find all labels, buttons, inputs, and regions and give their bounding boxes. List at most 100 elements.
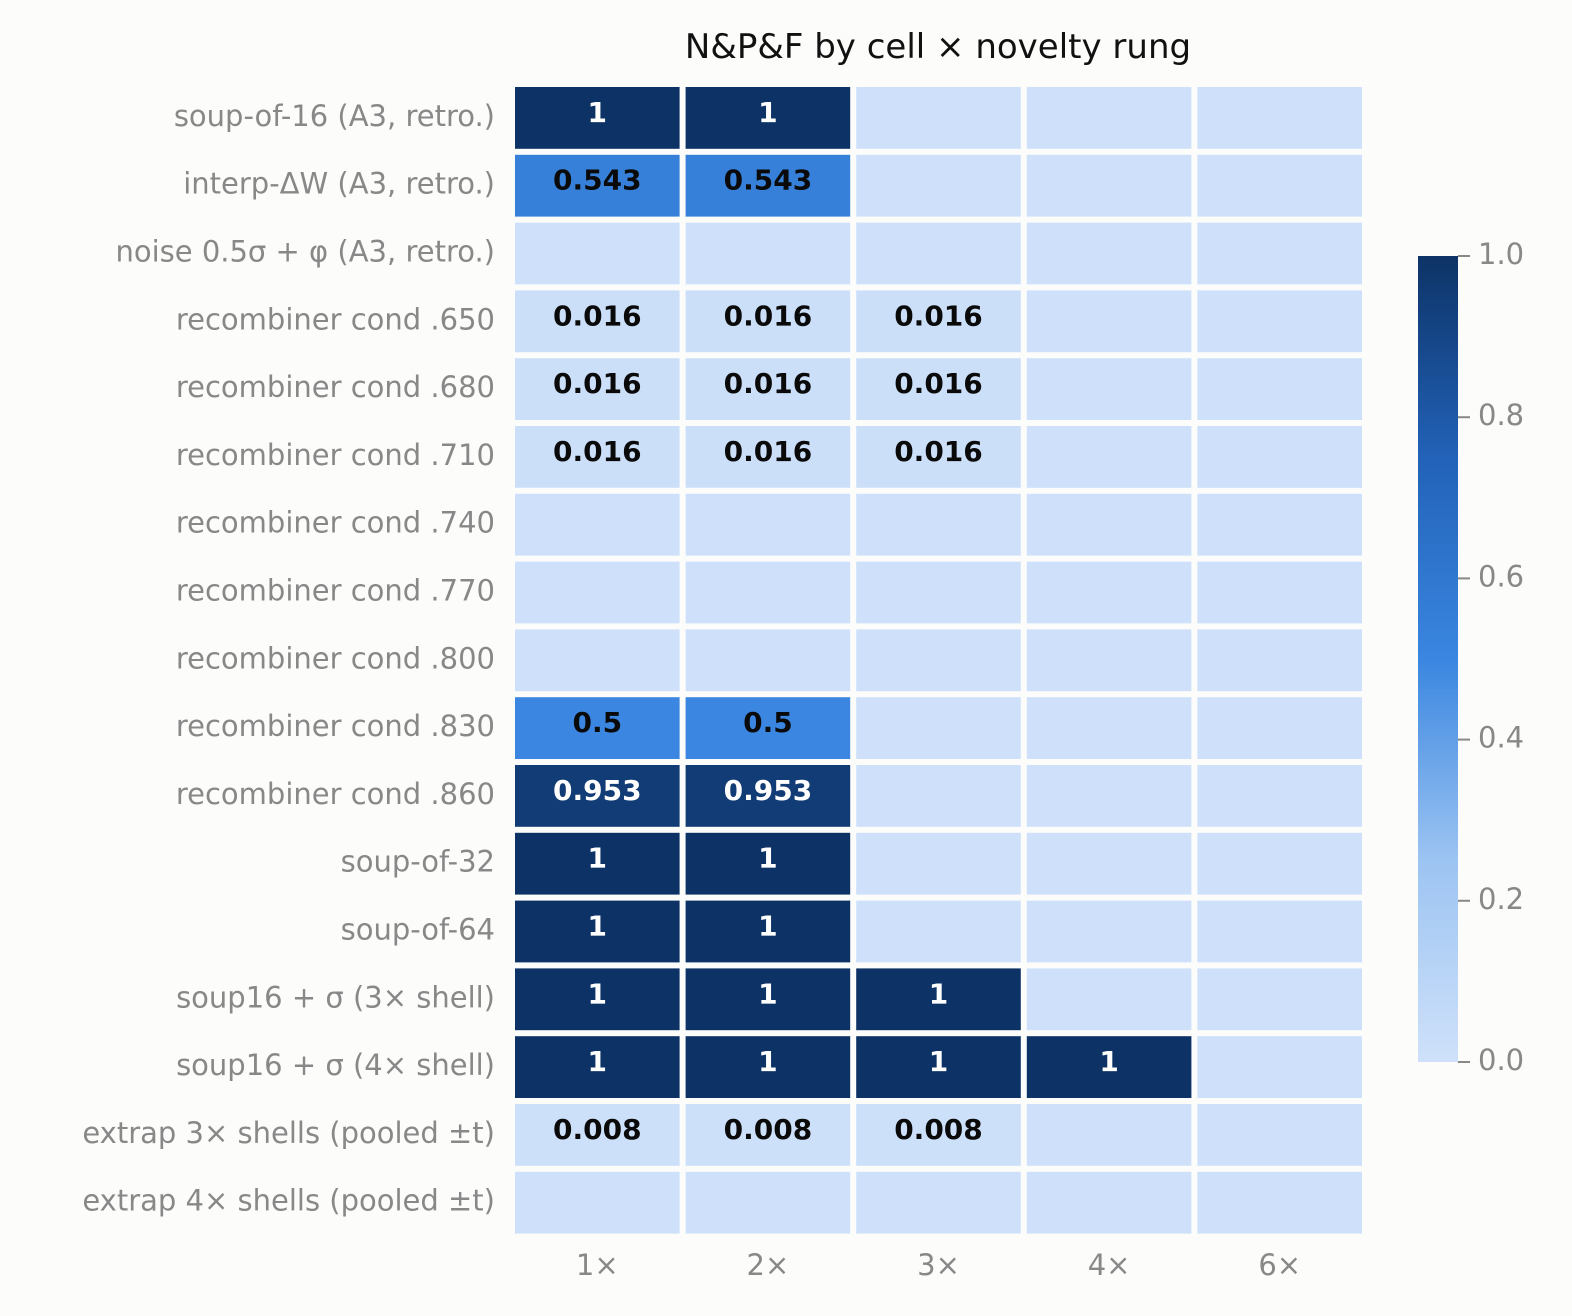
row-label: soup-of-64: [341, 913, 495, 947]
heatmap-cell: [1026, 222, 1192, 285]
heatmap-cell: [515, 697, 680, 759]
cell-value-label: 1: [588, 842, 607, 875]
heatmap-cell: [856, 493, 1021, 556]
row-label: soup16 + σ (4× shell): [176, 1048, 495, 1082]
heatmap-cell: [1197, 765, 1362, 827]
colorbar-tick-label: 0.6: [1478, 559, 1524, 593]
heatmap-cell: [515, 426, 680, 488]
row-label: soup-of-32: [341, 845, 495, 879]
cell-value-label: 1: [588, 910, 607, 943]
heatmap-cell: [685, 87, 851, 149]
heatmap-cell: [856, 358, 1021, 420]
heatmap-cell: [856, 1036, 1021, 1098]
heatmap-cell: [685, 832, 851, 895]
heatmap-cell: [685, 154, 851, 217]
heatmap-cell: [515, 765, 680, 827]
row-label: extrap 3× shells (pooled ±t): [82, 1116, 495, 1150]
heatmap-cell: [1026, 1104, 1192, 1166]
cell-value-label: 0.016: [894, 435, 983, 468]
column-label: 1×: [576, 1248, 619, 1282]
heatmap-cell: [1197, 1036, 1362, 1098]
row-label: recombiner cond .680: [176, 370, 495, 404]
heatmap-cell: [1026, 493, 1192, 556]
cell-value-label: 1: [758, 910, 777, 943]
column-label: 6×: [1258, 1248, 1301, 1282]
colorbar-tick-label: 1.0: [1478, 237, 1524, 271]
cell-value-label: 1: [758, 1045, 777, 1078]
heatmap-cell: [685, 900, 851, 963]
heatmap-cell: [856, 832, 1021, 895]
heatmap-cell: [1197, 629, 1362, 692]
cell-value-label: 1: [929, 977, 948, 1010]
colorbar-tick-label: 0.0: [1478, 1043, 1524, 1077]
heatmap-cell: [1197, 358, 1362, 420]
heatmap-cell: [515, 154, 680, 217]
heatmap-cell: [515, 1171, 680, 1234]
heatmap-cell: [1197, 900, 1362, 963]
colorbar-tick-label: 0.8: [1478, 398, 1524, 432]
cell-value-label: 1: [588, 977, 607, 1010]
row-label: recombiner cond .830: [176, 709, 495, 743]
heatmap-cell: [1026, 968, 1192, 1031]
heatmap-cell: [1197, 222, 1362, 285]
row-label: recombiner cond .860: [176, 777, 495, 811]
heatmap-cell: [856, 426, 1021, 488]
heatmap-cells: [515, 87, 1362, 1234]
heatmap-cell: [856, 1104, 1021, 1166]
heatmap-cell-labels: 1 1 0.543 0.543 0.016 0.016 0.016 0.016 0.016 0.0…: [553, 96, 1119, 1146]
cell-value-label: 1: [758, 842, 777, 875]
heatmap-cell: [1197, 1104, 1362, 1166]
heatmap-cell: [515, 968, 680, 1031]
heatmap-cell: [1197, 1171, 1362, 1234]
heatmap-cell: [856, 561, 1021, 624]
colorbar-gradient: [1418, 256, 1458, 1062]
heatmap-cell: [856, 629, 1021, 692]
row-label: recombiner cond .770: [176, 574, 495, 608]
cell-value-label: 1: [929, 1045, 948, 1078]
heatmap-cell: [685, 1171, 851, 1234]
heatmap-cell: [1026, 358, 1192, 420]
heatmap-cell: [515, 493, 680, 556]
heatmap-cell: [685, 968, 851, 1031]
heatmap-cell: [856, 290, 1021, 353]
cell-value-label: 0.016: [724, 299, 813, 332]
cell-value-label: 1: [588, 1045, 607, 1078]
cell-value-label: 0.016: [724, 367, 813, 400]
cell-value-label: 1: [588, 96, 607, 129]
row-label: soup-of-16 (A3, retro.): [174, 99, 495, 133]
heatmap-cell: [685, 1036, 851, 1098]
heatmap-cell: [1197, 426, 1362, 488]
heatmap-cell: [685, 629, 851, 692]
heatmap-cell: [1026, 629, 1192, 692]
cell-value-label: 0.5: [743, 706, 793, 739]
column-label: 4×: [1088, 1248, 1131, 1282]
heatmap-cell: [515, 222, 680, 285]
heatmap-cell: [685, 765, 851, 827]
heatmap-cell: [515, 900, 680, 963]
heatmap-cell: [856, 154, 1021, 217]
heatmap-cell: [515, 1036, 680, 1098]
cell-value-label: 0.543: [724, 164, 813, 197]
heatmap-cell: [1197, 493, 1362, 556]
heatmap-cell: [515, 290, 680, 353]
heatmap-cell: [515, 358, 680, 420]
heatmap-cell: [1197, 968, 1362, 1031]
heatmap-cell: [685, 290, 851, 353]
cell-value-label: 0.016: [894, 367, 983, 400]
heatmap-cell: [685, 426, 851, 488]
cell-value-label: 0.016: [724, 435, 813, 468]
heatmap-cell: [1026, 900, 1192, 963]
heatmap-cell: [856, 697, 1021, 759]
chart-title: N&P&F by cell × novelty rung: [685, 27, 1191, 67]
heatmap-cell: [856, 765, 1021, 827]
cell-value-label: 0.953: [553, 774, 642, 807]
heatmap-cell: [1026, 765, 1192, 827]
heatmap-cell: [856, 900, 1021, 963]
cell-value-label: 0.008: [724, 1113, 813, 1146]
heatmap-cell: [1197, 561, 1362, 624]
heatmap-cell: [515, 1104, 680, 1166]
heatmap-cell: [856, 968, 1021, 1031]
heatmap-cell: [1026, 426, 1192, 488]
